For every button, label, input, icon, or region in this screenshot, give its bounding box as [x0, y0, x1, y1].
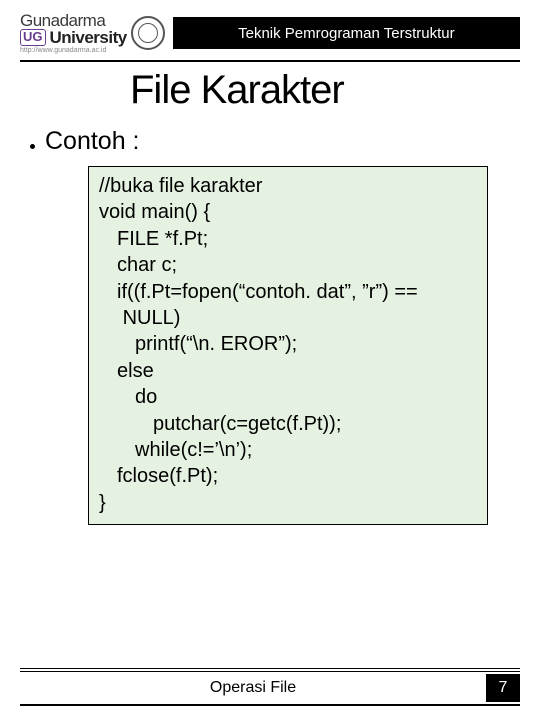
- logo-site-url: http://www.gunadarma.ac.id: [20, 47, 127, 54]
- bullet-text: Contoh :: [45, 127, 140, 156]
- slide: Gunadarma UG University http://www.gunad…: [0, 0, 540, 720]
- code-block: //buka file karaktervoid main() {FILE *f…: [88, 166, 488, 525]
- logo-ug-badge: UG: [20, 29, 46, 45]
- footer-title: Operasi File: [20, 679, 486, 697]
- course-title-bar: Teknik Pemrograman Terstruktur: [173, 17, 520, 49]
- logo-text: Gunadarma UG University http://www.gunad…: [20, 12, 127, 54]
- code-line: putchar(c=getc(f.Pt));: [99, 411, 477, 437]
- code-line: if((f.Pt=fopen(“contoh. dat”, ”r”) ==: [99, 279, 477, 305]
- page-number: 7: [486, 674, 520, 702]
- code-line: do: [99, 384, 477, 410]
- code-line: printf(“\n. EROR”);: [99, 331, 477, 357]
- footer: Operasi File 7: [20, 668, 520, 706]
- code-line: NULL): [99, 305, 477, 331]
- course-title: Teknik Pemrograman Terstruktur: [238, 25, 454, 42]
- logo-line1: Gunadarma: [20, 12, 127, 29]
- university-logo: Gunadarma UG University http://www.gunad…: [20, 12, 165, 54]
- code-line: while(c!=’\n’);: [99, 437, 477, 463]
- code-line: fclose(f.Pt);: [99, 463, 477, 489]
- bullet-item: Contoh :: [30, 127, 520, 156]
- university-seal-icon: [131, 16, 165, 50]
- bullet-dot-icon: [30, 144, 35, 149]
- code-line: //buka file karakter: [99, 173, 477, 199]
- code-line: void main() {: [99, 199, 477, 225]
- code-line: FILE *f.Pt;: [99, 226, 477, 252]
- code-line: else: [99, 358, 477, 384]
- code-line: }: [99, 490, 477, 516]
- header: Gunadarma UG University http://www.gunad…: [20, 8, 520, 62]
- code-line: char c;: [99, 252, 477, 278]
- logo-line2: University: [50, 29, 127, 46]
- page-title: File Karakter: [130, 68, 520, 113]
